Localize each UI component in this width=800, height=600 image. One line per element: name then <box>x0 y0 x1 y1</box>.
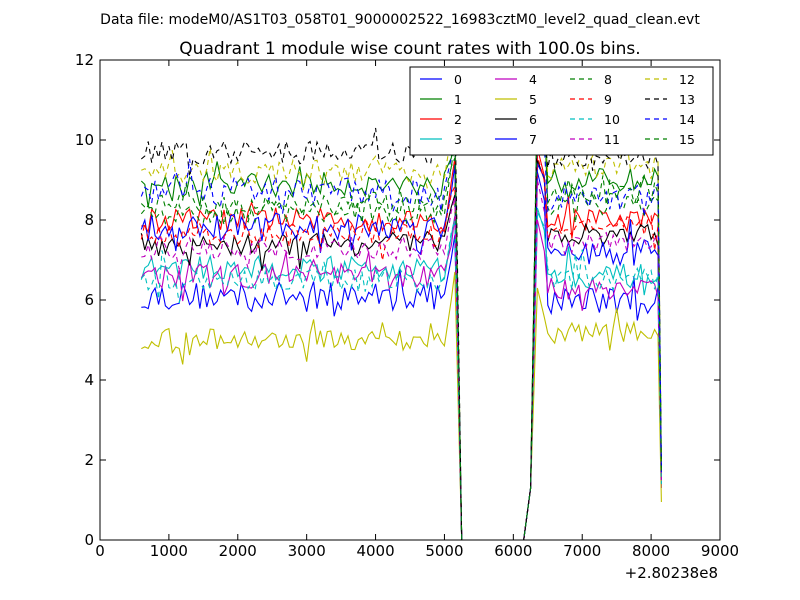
series-line-13 <box>140 93 662 541</box>
legend-label-0: 0 <box>454 72 462 87</box>
series-line-6 <box>140 159 662 541</box>
chart-title: Quadrant 1 module wise count rates with … <box>179 39 640 59</box>
y-tick-label: 8 <box>84 211 94 229</box>
x-tick-label: 2000 <box>219 542 257 560</box>
legend-label-2: 2 <box>454 112 462 127</box>
legend-label-8: 8 <box>604 72 612 87</box>
series-line-3 <box>140 207 662 541</box>
y-tick-label: 6 <box>84 291 94 309</box>
y-tick-label: 0 <box>84 531 94 549</box>
legend-box <box>409 66 714 156</box>
chart-suptitle: Data file: modeM0/AS1T03_058T01_90000025… <box>100 12 700 28</box>
series-line-12 <box>141 103 662 541</box>
x-tick-label: 5000 <box>425 542 463 560</box>
series-line-1 <box>140 91 662 541</box>
x-tick-label: 0 <box>95 542 105 560</box>
series-line-5 <box>141 271 662 541</box>
x-tick-label: 8000 <box>632 542 670 560</box>
legend-label-11: 11 <box>604 132 620 147</box>
legend-label-1: 1 <box>454 92 462 107</box>
series-line-10 <box>140 211 662 541</box>
legend-label-5: 5 <box>529 92 537 107</box>
legend-label-15: 15 <box>679 132 695 147</box>
series-line-8 <box>140 83 662 541</box>
x-tick-label: 4000 <box>356 542 394 560</box>
x-tick-label: 7000 <box>563 542 601 560</box>
legend-label-4: 4 <box>529 72 537 87</box>
series-line-14 <box>140 119 662 541</box>
x-tick-label: 6000 <box>494 542 532 560</box>
legend-label-7: 7 <box>529 132 537 147</box>
y-tick-label: 4 <box>84 371 94 389</box>
y-tick-label: 10 <box>75 131 94 149</box>
legend-label-13: 13 <box>679 92 695 107</box>
series-line-11 <box>141 179 662 541</box>
series-line-9 <box>140 155 662 541</box>
plot-series-group <box>140 83 662 541</box>
y-tick-label: 2 <box>84 451 94 469</box>
legend-label-10: 10 <box>604 112 620 127</box>
axis-ticks: 0 1000 2000 3000 4000 5000 6000 7000 8000 9000 0 2 4… <box>75 51 739 560</box>
x-tick-label: 9000 <box>701 542 739 560</box>
y-tick-label: 12 <box>75 51 94 69</box>
legend-label-3: 3 <box>454 132 462 147</box>
series-line-4 <box>140 216 662 541</box>
x-tick-label: 1000 <box>150 542 188 560</box>
legend-label-6: 6 <box>529 112 537 127</box>
series-line-0 <box>141 171 662 541</box>
x-axis-offset-label: +2.80238e8 <box>625 564 718 582</box>
legend-label-9: 9 <box>604 92 612 107</box>
x-tick-label: 3000 <box>288 542 326 560</box>
legend-label-12: 12 <box>679 72 695 87</box>
series-line-15 <box>140 99 662 541</box>
legend-label-14: 14 <box>679 112 695 127</box>
